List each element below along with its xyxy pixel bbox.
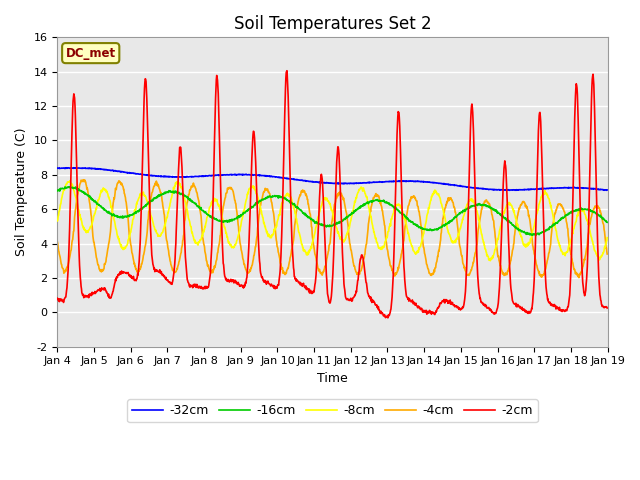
-16cm — [418, 226, 426, 231]
-8cm — [418, 238, 426, 244]
-32cm — [490, 186, 497, 192]
-32cm — [54, 165, 61, 171]
-2cm — [237, 282, 245, 288]
-16cm — [61, 184, 69, 190]
-16cm — [163, 189, 170, 195]
-2cm — [604, 305, 611, 311]
-8cm — [163, 215, 170, 220]
-8cm — [66, 178, 74, 183]
-32cm — [176, 174, 184, 180]
-16cm — [54, 188, 61, 193]
-8cm — [539, 192, 547, 197]
-16cm — [237, 212, 245, 218]
X-axis label: Time: Time — [317, 372, 348, 385]
-8cm — [237, 218, 245, 224]
Line: -8cm: -8cm — [58, 180, 607, 261]
Line: -4cm: -4cm — [58, 180, 607, 277]
-2cm — [419, 308, 426, 313]
-2cm — [539, 184, 547, 190]
-16cm — [604, 219, 611, 225]
-2cm — [163, 276, 170, 282]
-16cm — [490, 206, 497, 212]
-4cm — [575, 275, 583, 280]
Line: -2cm: -2cm — [58, 71, 607, 318]
Line: -32cm: -32cm — [58, 168, 607, 191]
-2cm — [384, 315, 392, 321]
-4cm — [538, 272, 546, 278]
Line: -16cm: -16cm — [58, 187, 607, 236]
-4cm — [80, 177, 88, 183]
-32cm — [237, 172, 245, 178]
-4cm — [418, 230, 426, 236]
-4cm — [237, 248, 245, 254]
-16cm — [532, 233, 540, 239]
-8cm — [604, 235, 611, 240]
-32cm — [539, 186, 547, 192]
-2cm — [54, 295, 61, 301]
-4cm — [176, 255, 184, 261]
-2cm — [490, 311, 498, 317]
Title: Soil Temperatures Set 2: Soil Temperatures Set 2 — [234, 15, 431, 33]
-8cm — [486, 258, 494, 264]
-16cm — [539, 229, 547, 235]
-32cm — [418, 179, 426, 184]
-8cm — [490, 251, 498, 256]
-4cm — [490, 218, 497, 224]
-2cm — [283, 68, 291, 73]
Legend: -32cm, -16cm, -8cm, -4cm, -2cm: -32cm, -16cm, -8cm, -4cm, -2cm — [127, 399, 538, 422]
Text: DC_met: DC_met — [66, 47, 116, 60]
-8cm — [54, 218, 61, 224]
-32cm — [163, 174, 170, 180]
Y-axis label: Soil Temperature (C): Soil Temperature (C) — [15, 128, 28, 256]
-32cm — [506, 188, 513, 193]
-4cm — [163, 238, 170, 243]
-4cm — [604, 251, 611, 257]
-32cm — [70, 165, 77, 170]
-4cm — [54, 239, 61, 245]
-2cm — [176, 144, 184, 150]
-32cm — [604, 187, 611, 193]
-16cm — [176, 191, 184, 196]
-8cm — [176, 181, 184, 187]
